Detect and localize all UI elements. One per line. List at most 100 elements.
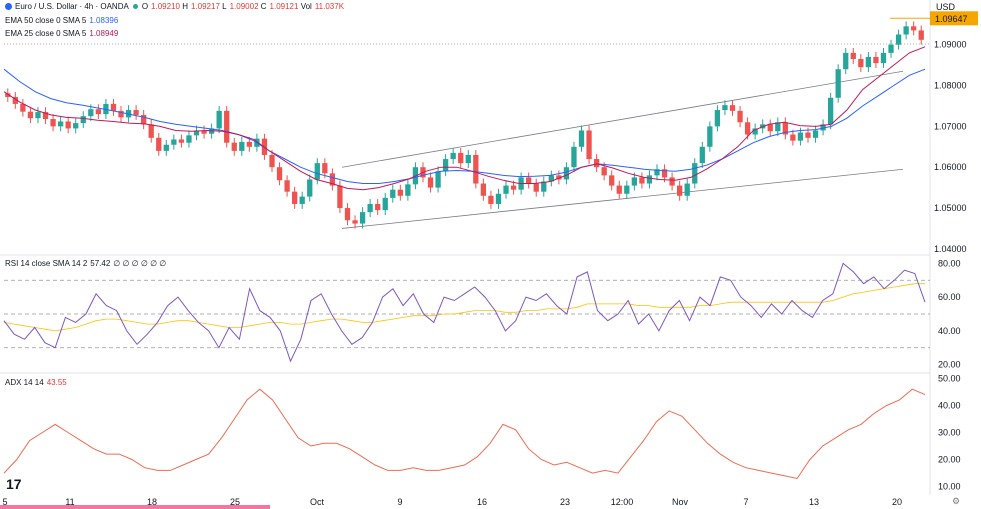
rsi-tick-label: 60.00 — [938, 292, 961, 302]
currency-label[interactable]: USD — [936, 2, 956, 12]
last-price-badge — [930, 11, 978, 26]
candle-body — [156, 137, 162, 151]
candle-body — [442, 159, 449, 172]
candle-body — [631, 177, 637, 186]
settings-gear-icon[interactable]: ⚙ — [952, 496, 961, 506]
ema25-value: 1.08949 — [89, 29, 119, 38]
candle-body — [178, 139, 185, 143]
candle-body — [767, 124, 773, 132]
candle-body — [571, 146, 577, 168]
rsi-ma-line — [3, 283, 925, 332]
candle-body — [593, 159, 600, 168]
price-tick-label: 1.06000 — [934, 162, 967, 172]
candle-body — [654, 169, 660, 176]
time-range-scrollbar[interactable] — [0, 505, 270, 509]
candle-body — [714, 110, 721, 127]
time-tick-label: 25 — [230, 497, 240, 507]
rsi-value: 57.42 — [90, 259, 111, 268]
candle-body — [609, 175, 615, 186]
ema25-label: EMA 25 close 0 SMA 5 — [5, 29, 87, 38]
candle-body — [224, 110, 230, 143]
ohlc-open: 1.09210 — [151, 2, 180, 11]
candle-body — [292, 191, 298, 204]
time-tick-label: 23 — [560, 497, 570, 507]
last-price-label: 1.09647 — [935, 14, 968, 24]
candle-body — [382, 197, 388, 211]
ohlc-close-label: C — [260, 2, 267, 11]
tradingview-logo-icon[interactable]: 17 — [6, 476, 22, 492]
candle-body — [775, 122, 781, 132]
candle-body — [639, 177, 645, 184]
rsi-line — [3, 262, 926, 363]
adx-legend[interactable]: ADX 14 14 43.55 — [5, 378, 67, 387]
candle-body — [752, 128, 758, 135]
candle-body — [790, 134, 796, 141]
candle-body — [624, 185, 630, 194]
channel-lower-line — [341, 168, 904, 229]
ohlc-low: 1.09002 — [229, 2, 259, 11]
candle-body — [707, 126, 713, 147]
symbol-logo-icon — [5, 3, 12, 11]
candle-body — [858, 59, 864, 68]
candle-body — [110, 103, 117, 111]
candle-body — [797, 132, 804, 141]
candle-body — [5, 93, 11, 97]
candle-body — [133, 110, 139, 115]
candle-body — [677, 185, 683, 196]
candle-body — [299, 196, 305, 204]
candle-body — [171, 139, 177, 145]
candle-body — [586, 130, 592, 160]
candle-body — [50, 119, 56, 127]
candle-body — [216, 110, 222, 129]
symbol-header: Euro / U.S. Dollar · 4h · OANDA O 1.09210 … — [5, 2, 344, 11]
candle-body — [88, 109, 94, 117]
adx-tick-label: 50.00 — [938, 373, 961, 383]
candle-body — [669, 177, 675, 186]
price-tick-label: 1.07000 — [934, 121, 967, 131]
candle-body — [375, 203, 381, 211]
candle-body — [782, 122, 788, 135]
candle-body — [563, 167, 570, 180]
candle-body — [616, 185, 622, 194]
candle-body — [458, 152, 464, 164]
candle-body — [427, 177, 434, 188]
adx-tick-label: 40.00 — [938, 400, 961, 410]
rsi-tick-label: 20.00 — [938, 360, 961, 370]
candle-body — [141, 114, 147, 125]
rsi-legend[interactable]: RSI 14 close SMA 14 2 57.42 ∅ ∅ ∅ ∅ ∅ ∅ — [5, 259, 166, 268]
candle-body — [95, 109, 102, 115]
candle-body — [895, 34, 902, 45]
candle-body — [276, 167, 283, 181]
candle-body — [314, 163, 320, 180]
ema25-line — [3, 46, 926, 191]
time-tick-label: 20 — [892, 497, 902, 507]
market-status-icon — [132, 4, 138, 10]
channel-upper-line — [341, 70, 904, 168]
rsi-label: RSI 14 close SMA 14 2 — [5, 259, 88, 268]
candle-body — [888, 44, 894, 53]
ema50-legend[interactable]: EMA 50 close 0 SMA 5 1.08396 — [5, 16, 118, 25]
symbol-name: Euro / U.S. Dollar · 4h · OANDA — [15, 2, 129, 11]
ohlc-high: 1.09217 — [190, 2, 220, 11]
candle-body — [163, 144, 169, 151]
time-tick-label: Nov — [672, 497, 689, 507]
candle-body — [193, 130, 200, 136]
candle-body — [337, 185, 343, 209]
candle-body — [344, 208, 351, 221]
candle-body — [722, 105, 728, 111]
adx-tick-label: 20.00 — [938, 455, 961, 465]
ema50-label: EMA 50 close 0 SMA 5 — [5, 16, 87, 25]
candle-body — [397, 189, 403, 196]
time-tick-label: 11 — [65, 497, 74, 507]
candle-body — [65, 121, 71, 129]
price-tick-label: 1.08000 — [934, 81, 967, 91]
ema25-legend[interactable]: EMA 25 close 0 SMA 5 1.08949 — [5, 29, 118, 38]
candle-body — [692, 163, 698, 184]
ohlc-close: 1.09121 — [269, 2, 299, 11]
candle-body — [307, 179, 313, 197]
candle-body — [578, 130, 585, 147]
candle-body — [329, 173, 336, 186]
candle-body — [488, 195, 494, 204]
time-tick-label: 18 — [147, 497, 157, 507]
